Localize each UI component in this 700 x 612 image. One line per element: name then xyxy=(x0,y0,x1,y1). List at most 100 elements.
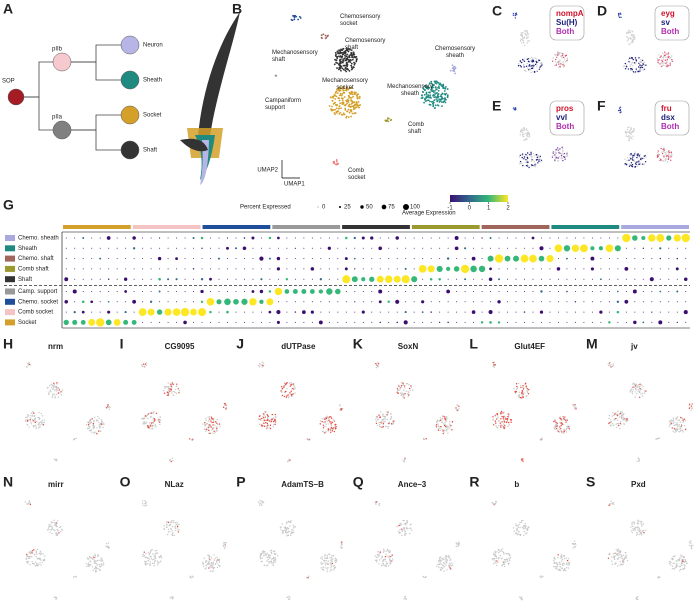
cell xyxy=(341,541,343,543)
expression-dot xyxy=(642,258,644,260)
cell xyxy=(222,544,225,547)
cell xyxy=(525,70,527,72)
umap-cell xyxy=(338,94,341,97)
umap-cell xyxy=(342,47,345,50)
cell xyxy=(98,427,101,429)
cell xyxy=(375,418,377,421)
cell xyxy=(384,564,387,567)
umap-cell xyxy=(350,68,353,71)
cell xyxy=(670,419,673,421)
cell xyxy=(669,62,671,64)
cell xyxy=(95,563,98,565)
umap-cell xyxy=(435,82,438,85)
cell xyxy=(211,429,213,431)
expression-dot xyxy=(685,258,687,260)
umap-cell xyxy=(335,160,338,163)
cell xyxy=(661,52,664,54)
cell xyxy=(448,556,451,558)
expression-dot xyxy=(217,257,221,260)
cell xyxy=(207,425,210,427)
expression-dot xyxy=(226,258,228,260)
cell xyxy=(525,164,528,167)
cell xyxy=(53,383,55,386)
expression-dot xyxy=(276,310,281,315)
cell xyxy=(612,502,614,504)
cell xyxy=(144,505,146,507)
expression-dot xyxy=(651,258,653,260)
cell xyxy=(440,562,442,564)
cell xyxy=(98,425,100,428)
expression-dot xyxy=(668,258,670,260)
cell xyxy=(563,563,565,565)
color-bar xyxy=(450,195,508,202)
cell xyxy=(632,521,635,523)
umap-cell xyxy=(433,107,436,110)
expression-dot xyxy=(421,300,425,304)
expression-dot xyxy=(259,299,264,304)
expression-dot xyxy=(99,311,101,313)
cell xyxy=(288,595,290,598)
cell xyxy=(526,62,529,65)
cell xyxy=(502,412,504,414)
cell xyxy=(500,412,502,414)
cell xyxy=(657,60,659,62)
expression-dot xyxy=(107,300,110,303)
cell xyxy=(262,554,265,557)
cell xyxy=(616,558,619,560)
cell xyxy=(57,520,59,522)
expression-dot xyxy=(201,321,203,323)
expression-dot xyxy=(328,301,330,303)
cell xyxy=(26,420,29,422)
expression-dot xyxy=(354,291,356,292)
cell xyxy=(375,420,377,423)
cell xyxy=(620,16,622,19)
cell xyxy=(94,416,96,419)
expression-dot xyxy=(345,311,347,313)
cell xyxy=(214,432,216,434)
umap-cell xyxy=(441,105,443,108)
expression-dot xyxy=(82,291,84,292)
umap-cell xyxy=(340,107,342,110)
expression-dot xyxy=(651,321,653,323)
cell xyxy=(521,38,523,40)
cell xyxy=(521,391,523,394)
expression-dot xyxy=(113,318,121,326)
umap-cell xyxy=(331,105,333,108)
cell xyxy=(523,129,525,132)
umap-cell xyxy=(435,88,437,90)
cell xyxy=(213,554,215,556)
expression-dot xyxy=(294,247,296,249)
cell xyxy=(211,566,213,568)
expression-dot xyxy=(353,236,356,240)
cell xyxy=(629,65,632,68)
cell xyxy=(527,131,530,133)
expression-dot xyxy=(64,277,69,282)
expression-dot xyxy=(656,234,665,242)
cell xyxy=(514,14,517,17)
cell xyxy=(619,564,621,566)
cell xyxy=(207,416,209,418)
cell xyxy=(638,155,641,157)
expression-dot xyxy=(642,268,644,270)
cell xyxy=(495,555,497,557)
cell xyxy=(568,425,571,428)
cell xyxy=(282,532,284,535)
cell xyxy=(152,553,154,555)
cell xyxy=(170,389,172,391)
cell xyxy=(92,558,94,561)
expression-dot xyxy=(159,321,161,323)
cell xyxy=(94,554,96,557)
cell xyxy=(527,528,529,530)
expression-dot xyxy=(378,246,383,251)
expression-dot xyxy=(378,289,383,294)
umap-cell xyxy=(343,104,346,107)
row-key xyxy=(5,265,15,272)
cell xyxy=(166,524,168,526)
cell xyxy=(521,389,523,392)
cell xyxy=(615,417,617,420)
panel-letter: B xyxy=(232,1,242,17)
expression-dot xyxy=(150,268,152,270)
umap-cell xyxy=(344,69,347,72)
cell xyxy=(398,389,400,391)
expression-dot xyxy=(235,258,237,260)
